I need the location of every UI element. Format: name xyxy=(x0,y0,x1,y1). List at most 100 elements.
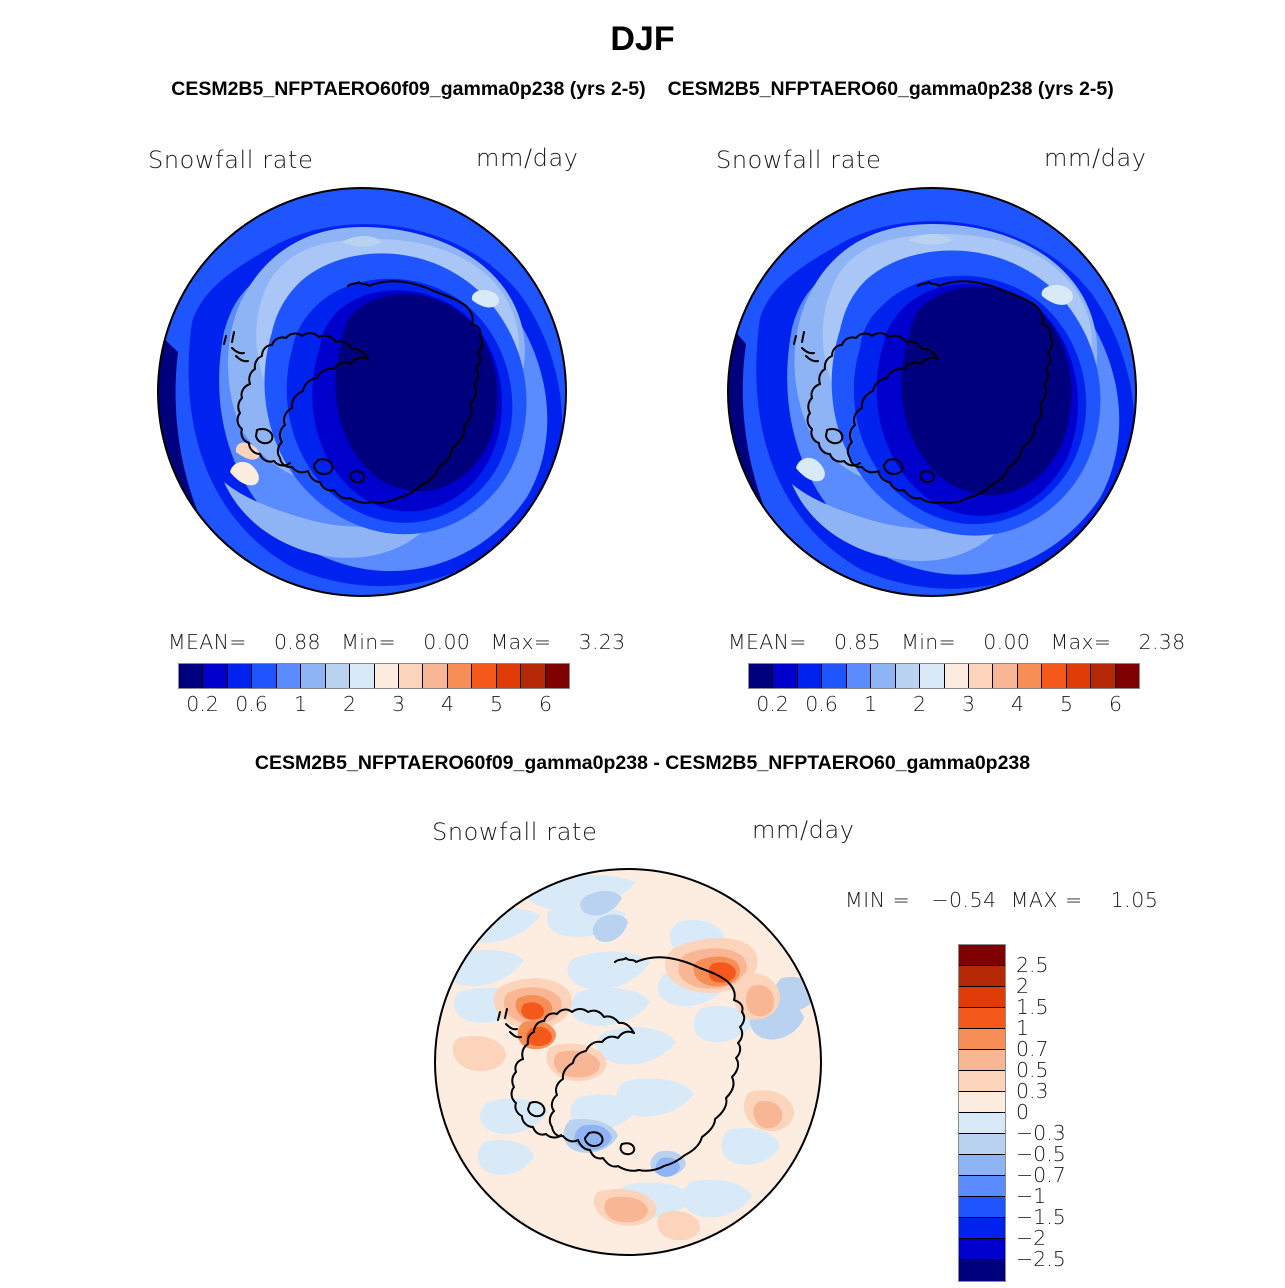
right-panel-units-label: mm/day xyxy=(1044,144,1147,172)
colorbar-cell[interactable] xyxy=(959,1092,1005,1113)
colorbar-tick-label: −2.5 xyxy=(1016,1247,1066,1271)
left-colorbar-cells[interactable] xyxy=(178,663,570,689)
colorbar-cell[interactable] xyxy=(1042,664,1067,688)
colorbar-cell[interactable] xyxy=(959,1134,1005,1155)
left-map xyxy=(152,182,572,602)
colorbar-cell[interactable] xyxy=(959,966,1005,987)
colorbar-cell[interactable] xyxy=(959,1008,1005,1029)
page-title: DJF xyxy=(610,20,675,58)
diff-colorbar-cells[interactable] xyxy=(958,944,1006,1282)
colorbar-cell[interactable] xyxy=(959,1113,1005,1134)
colorbar-tick-label: −1.5 xyxy=(1016,1205,1066,1229)
colorbar-cell[interactable] xyxy=(959,1071,1005,1092)
colorbar-cell[interactable] xyxy=(227,664,253,688)
colorbar-cell[interactable] xyxy=(749,664,774,688)
colorbar-cell[interactable] xyxy=(276,664,302,688)
diff-max-label: MAX = xyxy=(1010,888,1083,912)
colorbar-tick-label: 0.3 xyxy=(1016,1079,1049,1103)
right-map-coastline xyxy=(793,280,1054,504)
colorbar-cell[interactable] xyxy=(301,664,326,688)
colorbar-cell[interactable] xyxy=(1017,664,1043,688)
colorbar-tick-label: 1 xyxy=(1016,1016,1030,1040)
diff-map xyxy=(428,862,828,1288)
right-colorbar-tick-labels: 0.2 0.6 1 2 3 4 5 6 xyxy=(748,692,1140,720)
colorbar-cell[interactable] xyxy=(959,1050,1005,1071)
colorbar-cell[interactable] xyxy=(521,664,546,688)
colorbar-tick-label: 0 xyxy=(1016,1100,1030,1124)
colorbar-cell[interactable] xyxy=(968,664,994,688)
colorbar-cell[interactable] xyxy=(959,1029,1005,1050)
colorbar-tick-label: 5 xyxy=(1059,692,1074,716)
left-map-coastline xyxy=(223,280,484,504)
colorbar-tick-label: 0.7 xyxy=(1016,1037,1049,1061)
diff-map-coastline xyxy=(497,956,746,1172)
right-mean-value: 0.85 xyxy=(833,630,881,654)
colorbar-cell[interactable] xyxy=(846,664,872,688)
right-min-label: Min= xyxy=(901,630,957,654)
colorbar-cell[interactable] xyxy=(1115,664,1139,688)
colorbar-cell[interactable] xyxy=(179,664,204,688)
colorbar-tick-label: 2 xyxy=(1016,974,1030,998)
left-colorbar-tick-labels: 0.2 0.6 1 2 3 4 5 6 xyxy=(178,692,570,720)
colorbar-cell[interactable] xyxy=(959,1197,1005,1218)
colorbar-cell[interactable] xyxy=(920,664,945,688)
colorbar-cell[interactable] xyxy=(944,664,969,688)
colorbar-cell[interactable] xyxy=(252,664,277,688)
case-left-title: CESM2B5_NFPTAERO60f09_gamma0p238 (yrs 2-… xyxy=(171,78,646,100)
left-map-fill xyxy=(158,188,566,596)
colorbar-tick-label: 0.5 xyxy=(1016,1058,1049,1082)
colorbar-cell[interactable] xyxy=(959,987,1005,1008)
right-colorbar-cells[interactable] xyxy=(748,663,1140,689)
colorbar-cell[interactable] xyxy=(447,664,473,688)
colorbar-cell[interactable] xyxy=(374,664,399,688)
right-panel-variable-label: Snowfall rate xyxy=(716,146,882,174)
left-min-value: 0.00 xyxy=(423,630,471,654)
right-map-svg xyxy=(727,187,1137,597)
diff-min-value: −0.54 xyxy=(931,888,997,912)
diff-title: CESM2B5_NFPTAERO60f09_gamma0p238 - CESM2… xyxy=(254,752,1031,774)
colorbar-cell[interactable] xyxy=(496,664,522,688)
colorbar-cell[interactable] xyxy=(797,664,823,688)
left-mean-value: 0.88 xyxy=(273,630,321,654)
colorbar-cell[interactable] xyxy=(472,664,497,688)
colorbar-cell[interactable] xyxy=(773,664,798,688)
colorbar-cell[interactable] xyxy=(959,945,1005,966)
colorbar-cell[interactable] xyxy=(423,664,448,688)
left-colorbar[interactable]: 0.2 0.6 1 2 3 4 5 6 xyxy=(178,663,570,720)
colorbar-tick-label: 1 xyxy=(293,692,308,716)
colorbar-tick-label: 1 xyxy=(863,692,878,716)
colorbar-cell[interactable] xyxy=(1066,664,1092,688)
diff-colorbar[interactable]: 2.5 2 1.5 1 0.7 0.5 0.3 0 −0.3 −0.5 −0.7 −1 −1.5 −2 −2… xyxy=(958,944,1106,1282)
colorbar-cell[interactable] xyxy=(350,664,375,688)
colorbar-cell[interactable] xyxy=(1091,664,1116,688)
diff-colorbar-tick-labels: 2.5 2 1.5 1 0.7 0.5 0.3 0 −0.3 −0.5 −0.7 −1 −1.5 −2 −2… xyxy=(1016,944,1106,1280)
colorbar-cell[interactable] xyxy=(871,664,896,688)
colorbar-tick-label: −2 xyxy=(1016,1226,1047,1250)
colorbar-cell[interactable] xyxy=(398,664,424,688)
colorbar-cell[interactable] xyxy=(959,1176,1005,1197)
colorbar-tick-label: 4 xyxy=(440,692,455,716)
colorbar-tick-label: 0.6 xyxy=(235,692,268,716)
colorbar-cell[interactable] xyxy=(325,664,351,688)
diff-panel-variable-label: Snowfall rate xyxy=(432,818,598,846)
diff-map-outline xyxy=(434,868,822,1256)
right-map xyxy=(722,182,1142,602)
colorbar-cell[interactable] xyxy=(895,664,921,688)
colorbar-cell[interactable] xyxy=(203,664,228,688)
colorbar-tick-label: 5 xyxy=(489,692,504,716)
colorbar-cell[interactable] xyxy=(959,1260,1005,1281)
right-colorbar[interactable]: 0.2 0.6 1 2 3 4 5 6 xyxy=(748,663,1140,720)
colorbar-cell[interactable] xyxy=(822,664,847,688)
diff-panel-minmax: MIN = −0.54 MAX = 1.05 xyxy=(845,888,1158,912)
colorbar-cell[interactable] xyxy=(959,1218,1005,1239)
colorbar-tick-label: 3 xyxy=(961,692,976,716)
colorbar-cell[interactable] xyxy=(959,1155,1005,1176)
colorbar-tick-label: −0.3 xyxy=(1016,1121,1066,1145)
diff-map-fill xyxy=(435,869,821,1255)
colorbar-cell[interactable] xyxy=(993,664,1018,688)
colorbar-cell[interactable] xyxy=(545,664,569,688)
left-max-label: Max= xyxy=(490,630,552,654)
left-panel-units-label: mm/day xyxy=(476,144,579,172)
colorbar-cell[interactable] xyxy=(959,1239,1005,1260)
colorbar-tick-label: 2 xyxy=(342,692,357,716)
